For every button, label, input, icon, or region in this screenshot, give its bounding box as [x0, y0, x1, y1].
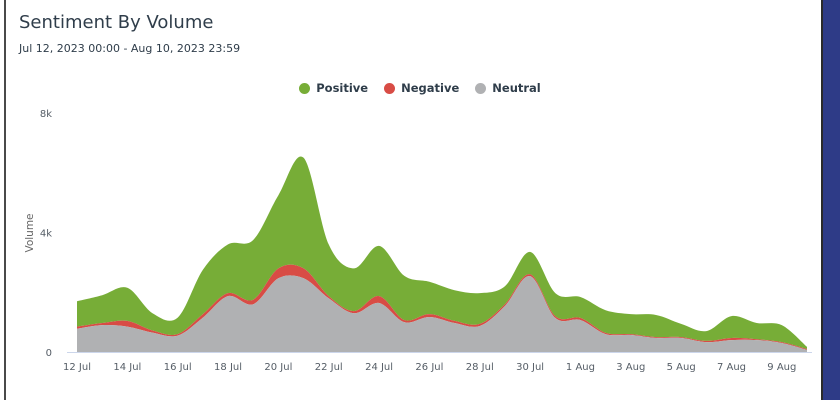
- legend-label-negative: Negative: [401, 81, 460, 95]
- chart-title: Sentiment By Volume: [19, 12, 214, 33]
- side-scroll-strip: [823, 0, 840, 400]
- y-tick-label: 0: [46, 348, 52, 359]
- x-tick-label: 14 Jul: [113, 362, 141, 373]
- x-tick-label: 30 Jul: [516, 362, 544, 373]
- x-tick-label: 16 Jul: [164, 362, 192, 373]
- x-tick-label: 9 Aug: [767, 362, 796, 373]
- x-tick-label: 24 Jul: [365, 362, 393, 373]
- x-axis-ticks: 12 Jul 14 Jul 16 Jul 18 Jul 20 Jul 22 Jul 24 J…: [63, 362, 796, 373]
- area-positive[interactable]: [77, 156, 807, 349]
- date-range: Jul 12, 2023 00:00 - Aug 10, 2023 23:59: [19, 42, 241, 55]
- sentiment-area-chart: 0 4k 8k 12 Jul 14 Jul 16 Jul 18 Jul 20 Jul 22 J…: [24, 109, 812, 373]
- legend-dot-positive: [299, 82, 311, 94]
- legend-item-negative[interactable]: Negative: [384, 81, 459, 95]
- x-tick-label: 22 Jul: [315, 362, 343, 373]
- x-tick-label: 5 Aug: [667, 362, 696, 373]
- x-tick-label: 3 Aug: [616, 362, 645, 373]
- legend-item-neutral[interactable]: Neutral: [475, 81, 541, 95]
- legend-item-positive[interactable]: Positive: [299, 81, 368, 95]
- x-tick-label: 7 Aug: [717, 362, 746, 373]
- legend-dot-neutral: [475, 82, 487, 94]
- y-axis-ticks: 0 4k 8k: [40, 109, 52, 359]
- x-tick-label: 12 Jul: [63, 362, 91, 373]
- legend-label-positive: Positive: [316, 81, 369, 95]
- x-tick-label: 1 Aug: [566, 362, 595, 373]
- x-tick-label: 28 Jul: [466, 362, 494, 373]
- x-tick-label: 20 Jul: [264, 362, 292, 373]
- y-tick-label: 8k: [40, 109, 52, 120]
- y-axis-label: Volume: [24, 213, 36, 252]
- panel-right-border: [821, 0, 823, 400]
- legend-dot-negative: [384, 82, 396, 94]
- legend-label-neutral: Neutral: [492, 81, 541, 95]
- y-tick-label: 4k: [40, 229, 52, 240]
- x-tick-label: 18 Jul: [214, 362, 242, 373]
- area-neutral[interactable]: [77, 275, 807, 352]
- panel-left-border: [4, 0, 6, 400]
- chart-legend: Positive Negative Neutral: [0, 81, 840, 95]
- area-layers: [77, 156, 807, 352]
- x-tick-label: 26 Jul: [415, 362, 443, 373]
